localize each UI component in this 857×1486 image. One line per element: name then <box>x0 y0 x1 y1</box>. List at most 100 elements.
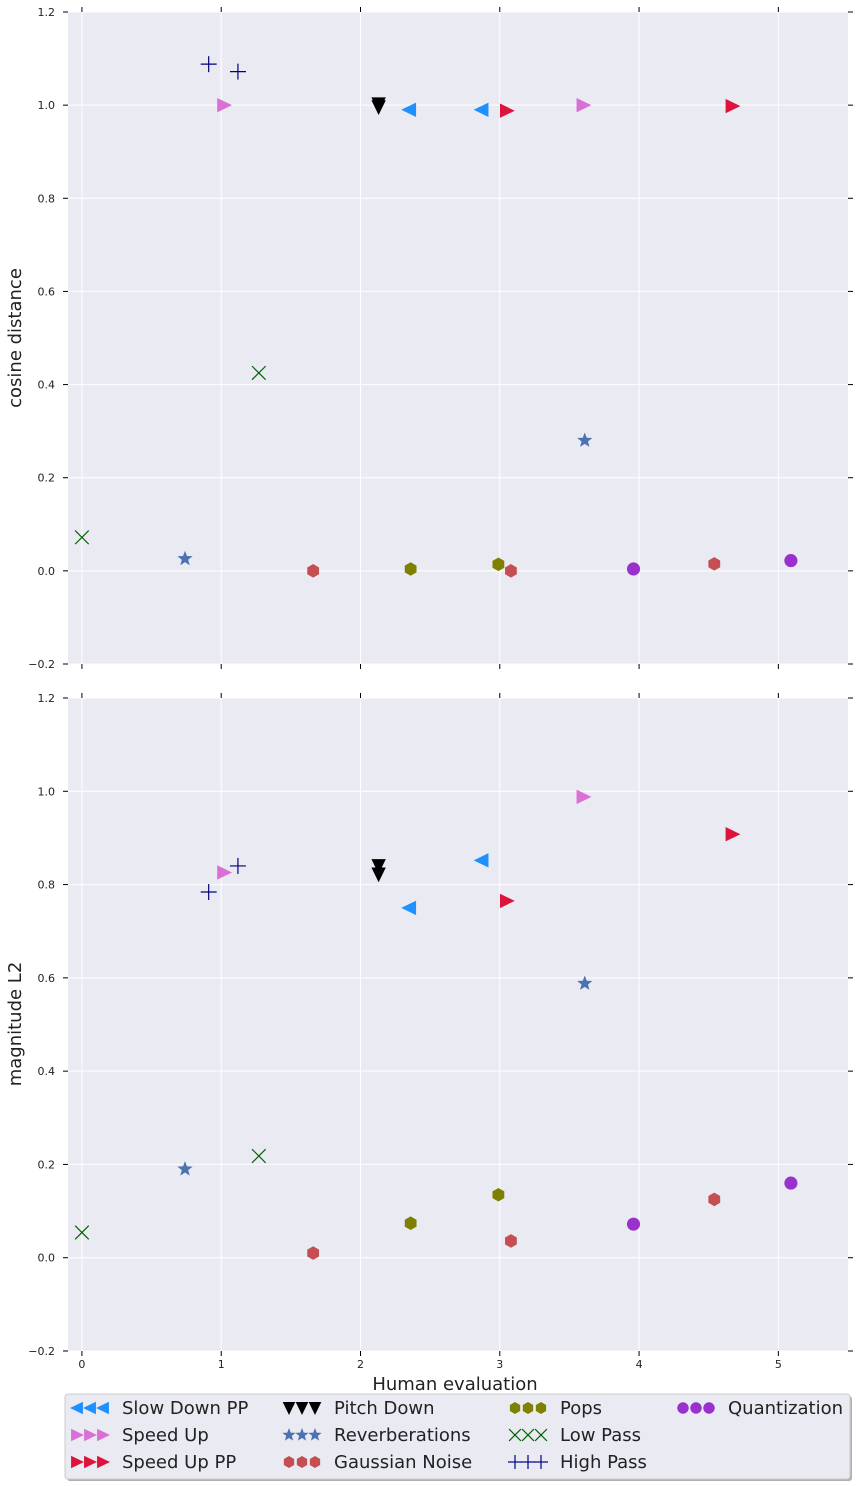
circle-icon <box>677 1402 689 1414</box>
top-y-tick-label: 1.0 <box>38 99 56 112</box>
legend-label: Low Pass <box>560 1425 641 1446</box>
top-point-pops <box>404 562 417 576</box>
bottom-point-quantization <box>784 1176 798 1190</box>
star-icon <box>308 1428 322 1441</box>
triangle-right-icon <box>71 1428 84 1442</box>
bottom-y-tick-label: 0.0 <box>38 1252 56 1265</box>
top-point-high-pass <box>200 56 217 73</box>
legend-label: Reverberations <box>334 1425 471 1446</box>
bottom-y-tick-label: 0.6 <box>38 972 56 985</box>
triangle-down-icon <box>308 1402 322 1415</box>
bottom-point-low-pass <box>74 1225 90 1240</box>
bottom-point-reverberations <box>177 1161 193 1176</box>
top-point-slow-down-pp <box>401 102 417 117</box>
plus-icon <box>521 1455 535 1469</box>
legend-item-gaussian-noise: Gaussian Noise <box>283 1452 472 1473</box>
bottom-point-speed-up <box>217 865 232 880</box>
triangle-right-icon <box>84 1455 97 1469</box>
top-point-slow-down-pp <box>473 102 489 117</box>
legend-label: High Pass <box>560 1452 647 1473</box>
hexagon-icon <box>522 1402 534 1414</box>
legend-item-speed-up-pp: Speed Up PP <box>71 1452 236 1473</box>
bottom-y-tick-label: −0.2 <box>28 1345 55 1358</box>
top-point-reverberations <box>177 550 193 566</box>
bottom-x-tick-label: 0 <box>78 1358 85 1371</box>
x-icon <box>521 1428 535 1442</box>
top-point-speed-up <box>576 97 592 113</box>
top-point-gaussian-noise <box>708 557 721 571</box>
top-point-reverberations <box>577 432 593 447</box>
hexagon-icon <box>283 1456 295 1468</box>
top-point-speed-up <box>217 97 232 113</box>
top-y-axis-label: cosine distance <box>5 268 26 408</box>
bottom-x-tick-label: 3 <box>496 1358 503 1371</box>
bottom-point-speed-up <box>576 789 592 805</box>
bottom-x-tick-label: 5 <box>775 1358 782 1371</box>
bottom-point-gaussian-noise <box>307 1246 320 1260</box>
top-point-speed-up-pp <box>725 98 741 114</box>
star-icon <box>295 1428 309 1441</box>
x-axis-label: Human evaluation <box>372 1374 537 1395</box>
triangle-down-icon <box>295 1402 309 1415</box>
top-point-high-pass <box>229 63 246 80</box>
top-plot-area <box>68 12 848 664</box>
legend-item-slow-down-pp: Slow Down PP <box>70 1398 248 1419</box>
top-point-low-pass <box>74 530 90 545</box>
bottom-x-tick-label: 2 <box>357 1358 364 1371</box>
circle-icon <box>703 1402 715 1414</box>
top-y-tick-label: −0.2 <box>28 658 55 671</box>
x-icon <box>534 1428 548 1442</box>
triangle-left-icon <box>96 1401 109 1415</box>
top-y-tick-label: 0.6 <box>38 285 56 298</box>
circle-icon <box>690 1402 702 1414</box>
legend-item-pops: Pops <box>509 1398 602 1419</box>
legend-item-pitch-down: Pitch Down <box>282 1398 435 1419</box>
legend-label: Gaussian Noise <box>334 1452 472 1473</box>
legend-item-quantization: Quantization <box>677 1398 843 1419</box>
bottom-point-pitch-down <box>371 867 386 883</box>
triangle-right-icon <box>97 1455 110 1469</box>
bottom-y-tick-label: 1.2 <box>38 692 56 705</box>
top-panel: −0.2 0.0 0.2 0.4 0.6 0.8 1.0 1.2 <box>28 6 853 671</box>
bottom-point-slow-down-pp <box>473 853 489 868</box>
legend-label: Speed Up PP <box>122 1452 236 1473</box>
bottom-point-speed-up-pp <box>499 893 515 909</box>
bottom-x-tick-label: 1 <box>218 1358 225 1371</box>
triangle-left-icon <box>83 1401 96 1415</box>
top-point-pops <box>492 557 505 572</box>
bottom-point-speed-up-pp <box>725 826 741 842</box>
legend-item-speed-up: Speed Up <box>71 1425 209 1446</box>
legend-label: Slow Down PP <box>122 1398 248 1419</box>
bottom-y-tick-label: 0.2 <box>38 1158 56 1171</box>
bottom-point-reverberations <box>577 975 593 990</box>
legend: Slow Down PP Speed Up Speed Up PP Pitch Dow… <box>64 1393 852 1481</box>
top-point-quantization <box>626 562 641 576</box>
hexagon-icon <box>309 1456 321 1468</box>
bottom-y-tick-label: 0.4 <box>38 1065 56 1078</box>
bottom-x-tick-label: 4 <box>636 1358 643 1371</box>
legend-item-reverberations: Reverberations <box>282 1425 471 1446</box>
bottom-plot-area <box>68 698 848 1351</box>
top-y-tick-label: 0.8 <box>38 192 56 205</box>
bottom-point-gaussian-noise <box>708 1192 721 1207</box>
triangle-down-icon <box>282 1402 296 1415</box>
plus-icon <box>508 1455 522 1469</box>
legend-label: Speed Up <box>122 1425 209 1446</box>
legend-item-high-pass: High Pass <box>508 1452 647 1473</box>
plus-icon <box>534 1455 548 1469</box>
bottom-point-low-pass <box>251 1148 267 1164</box>
top-y-tick-label: 1.2 <box>38 6 56 19</box>
top-y-tick-label: 0.4 <box>38 379 56 392</box>
bottom-y-tick-label: 1.0 <box>38 785 56 798</box>
bottom-y-axis-label: magnitude L2 <box>5 962 26 1087</box>
top-y-tick-label: 0.0 <box>38 565 56 578</box>
hexagon-icon <box>535 1402 547 1414</box>
top-point-gaussian-noise <box>505 564 517 578</box>
triangle-right-icon <box>84 1428 97 1442</box>
bottom-y-tick-label: 0.8 <box>38 879 56 892</box>
bottom-panel: 0 1 2 3 4 5 −0.2 0.0 0.2 0.4 0.6 0.8 1.0 1.2 <box>28 692 853 1371</box>
top-point-low-pass <box>251 365 267 381</box>
bottom-point-gaussian-noise <box>505 1234 517 1248</box>
bottom-point-pitch-down <box>371 859 386 874</box>
bottom-point-quantization <box>626 1217 641 1231</box>
